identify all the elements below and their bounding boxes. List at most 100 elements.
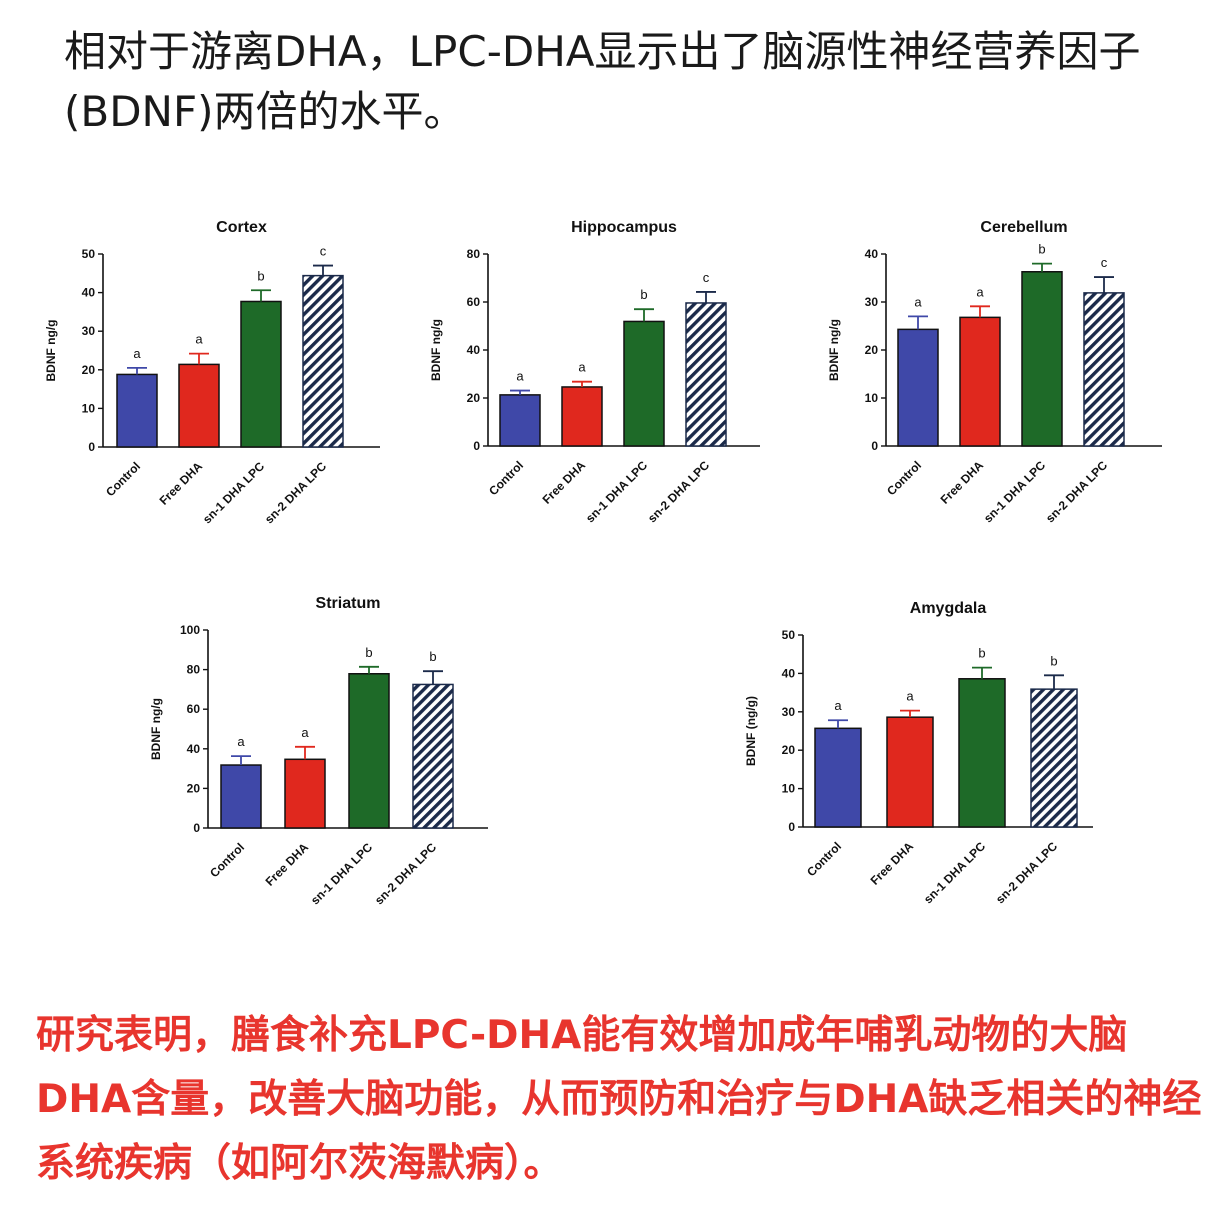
significance-label: a	[237, 734, 245, 749]
category-label: Free DHA	[540, 458, 589, 507]
category-label: Control	[884, 458, 924, 498]
significance-label: b	[1038, 242, 1045, 257]
chart-title: Striatum	[316, 595, 381, 612]
bar	[302, 274, 344, 448]
y-tick-label: 20	[865, 343, 879, 357]
bar	[886, 716, 934, 828]
y-tick-label: 10	[82, 401, 96, 415]
y-tick-label: 40	[82, 286, 96, 300]
chart-striatum: Striatum BDNF ng/g 0 20 40 60 80 100 a Control a Fr…	[149, 595, 488, 907]
category-label: sn-2 DHA LPC	[372, 840, 439, 907]
bar	[284, 758, 326, 829]
intro-text: 相对于游离DHA，LPC-DHA显示出了脑源性神经营养因子(BDNF)两倍的水平…	[64, 27, 1141, 136]
chart-hippocampus: Hippocampus BDNF ng/g 0 20 40 60 80 a Control a Fr…	[429, 219, 760, 525]
bar	[240, 300, 282, 448]
significance-label: a	[906, 689, 914, 704]
significance-label: a	[976, 284, 984, 299]
y-tick-label: 50	[82, 247, 96, 261]
category-label: sn-2 DHA LPC	[645, 458, 712, 525]
y-tick-label: 10	[865, 391, 879, 405]
y-tick-label: 20	[467, 391, 481, 405]
y-tick-label: 0	[88, 440, 95, 454]
conclusion-text: 研究表明，膳食补充LPC-DHA能有效增加成年哺乳动物的大脑DHA含量，改善大脑…	[36, 1013, 1202, 1186]
bar	[1083, 292, 1125, 447]
significance-label: a	[195, 332, 203, 347]
category-label: Free DHA	[157, 459, 206, 508]
y-tick-label: 30	[82, 324, 96, 338]
chart-title: Amygdala	[910, 600, 987, 617]
significance-label: b	[1050, 653, 1057, 668]
category-label: sn-1 DHA LPC	[981, 458, 1048, 525]
bar	[623, 320, 665, 447]
significance-label: a	[914, 294, 922, 309]
y-tick-label: 40	[782, 666, 796, 680]
y-tick-label: 50	[782, 628, 796, 642]
bar	[561, 386, 603, 447]
y-axis-label: BDNF ng/g	[827, 319, 841, 381]
category-label: sn-2 DHA LPC	[262, 459, 329, 526]
y-tick-label: 20	[187, 781, 201, 795]
bar	[412, 683, 454, 829]
y-tick-label: 10	[782, 782, 796, 796]
significance-label: a	[301, 725, 309, 740]
significance-label: b	[640, 287, 647, 302]
y-tick-label: 80	[187, 663, 201, 677]
y-axis-label: BDNF ng/g	[149, 698, 163, 760]
chart-amygdala: Amygdala BDNF (ng/g) 0 10 20 30 40 50 a Control a F…	[744, 600, 1093, 906]
y-axis-label: BDNF ng/g	[429, 319, 443, 381]
category-label: Control	[207, 840, 247, 880]
bar	[178, 363, 220, 448]
category-label: sn-1 DHA LPC	[583, 458, 650, 525]
y-tick-label: 20	[782, 743, 796, 757]
y-tick-label: 40	[865, 247, 879, 261]
bar	[1021, 271, 1063, 447]
y-tick-label: 40	[467, 343, 481, 357]
category-label: sn-2 DHA LPC	[993, 839, 1060, 906]
category-label: Control	[103, 459, 143, 499]
y-tick-label: 60	[187, 702, 201, 716]
y-tick-label: 80	[467, 247, 481, 261]
significance-label: a	[516, 369, 524, 384]
significance-label: c	[320, 244, 327, 259]
chart-cerebellum: Cerebellum BDNF ng/g 0 10 20 30 40 a Control a Fre…	[827, 219, 1162, 525]
y-tick-label: 0	[473, 439, 480, 453]
significance-label: a	[834, 698, 842, 713]
category-label: Free DHA	[938, 458, 987, 507]
bar	[959, 316, 1001, 447]
category-label: sn-1 DHA LPC	[921, 839, 988, 906]
chart-title: Cerebellum	[980, 219, 1067, 236]
category-label: sn-1 DHA LPC	[200, 459, 267, 526]
category-label: Free DHA	[263, 840, 312, 889]
y-axis-label: BDNF (ng/g)	[744, 696, 758, 766]
chart-title: Hippocampus	[571, 219, 677, 236]
y-tick-label: 40	[187, 742, 201, 756]
significance-label: a	[133, 346, 141, 361]
category-label: Control	[486, 458, 526, 498]
category-label: sn-1 DHA LPC	[308, 840, 375, 907]
category-label: sn-2 DHA LPC	[1043, 458, 1110, 525]
significance-label: b	[365, 645, 372, 660]
bar	[499, 394, 541, 447]
y-tick-label: 30	[865, 295, 879, 309]
chart-title: Cortex	[216, 219, 267, 236]
significance-label: c	[703, 270, 710, 285]
bar	[220, 764, 262, 829]
y-tick-label: 30	[782, 705, 796, 719]
bar	[116, 373, 158, 448]
bar	[897, 328, 939, 447]
bar	[1030, 688, 1078, 828]
bar	[958, 678, 1006, 828]
y-tick-label: 0	[193, 821, 200, 835]
chart-cortex: Cortex BDNF ng/g 0 10 20 30 40 50 a Control a Free …	[44, 219, 380, 526]
y-tick-label: 100	[180, 623, 200, 637]
y-tick-label: 20	[82, 363, 96, 377]
y-tick-label: 0	[788, 820, 795, 834]
category-label: Control	[804, 839, 844, 879]
significance-label: a	[578, 360, 586, 375]
category-label: Free DHA	[868, 839, 917, 888]
bar	[814, 727, 862, 828]
y-axis-label: BDNF ng/g	[44, 320, 58, 382]
significance-label: b	[257, 268, 264, 283]
significance-label: c	[1101, 255, 1108, 270]
significance-label: b	[429, 649, 436, 664]
